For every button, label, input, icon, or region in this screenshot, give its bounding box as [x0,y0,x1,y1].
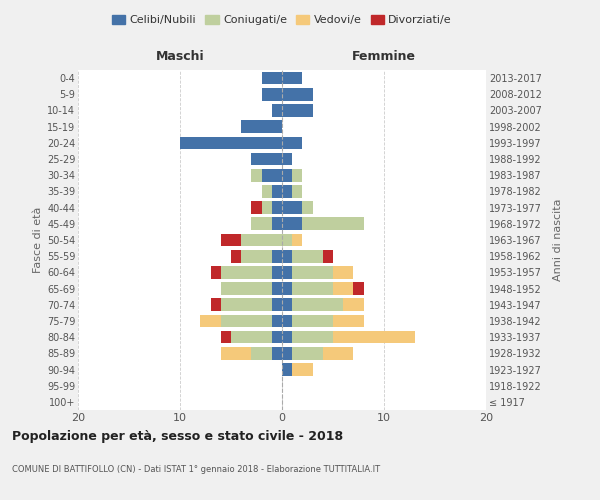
Bar [282,169,292,181]
Legend: Celibi/Nubili, Coniugati/e, Vedovi/e, Divorziati/e: Celibi/Nubili, Coniugati/e, Vedovi/e, Di… [107,10,457,30]
Bar [221,331,231,344]
Bar [282,72,302,85]
Y-axis label: Fasce di età: Fasce di età [32,207,43,273]
Bar [292,314,333,328]
Bar [282,282,292,295]
Bar [292,169,302,181]
Bar [302,218,364,230]
Bar [251,218,272,230]
Bar [282,218,302,230]
Bar [251,347,272,360]
Bar [323,347,353,360]
Bar [221,298,272,311]
Bar [180,136,282,149]
Bar [282,136,302,149]
Bar [282,250,292,262]
Bar [211,298,221,311]
Bar [272,218,282,230]
Bar [200,314,221,328]
Bar [282,266,292,278]
Bar [262,185,272,198]
Bar [292,282,333,295]
Bar [292,250,323,262]
Bar [221,347,251,360]
Bar [282,104,313,117]
Bar [353,282,364,295]
Bar [272,266,282,278]
Bar [272,202,282,214]
Bar [262,72,282,85]
Bar [272,314,282,328]
Bar [282,331,292,344]
Bar [231,331,272,344]
Bar [231,250,241,262]
Bar [221,314,272,328]
Bar [251,169,262,181]
Bar [282,363,292,376]
Bar [292,298,343,311]
Bar [272,185,282,198]
Bar [221,282,272,295]
Bar [272,104,282,117]
Bar [211,266,221,278]
Bar [292,185,302,198]
Bar [292,347,323,360]
Bar [262,202,272,214]
Bar [221,266,272,278]
Bar [292,234,302,246]
Bar [262,169,282,181]
Bar [272,250,282,262]
Bar [323,250,333,262]
Bar [282,314,292,328]
Bar [292,331,333,344]
Bar [272,298,282,311]
Bar [333,331,415,344]
Text: Popolazione per età, sesso e stato civile - 2018: Popolazione per età, sesso e stato civil… [12,430,343,443]
Y-axis label: Anni di nascita: Anni di nascita [553,198,563,281]
Bar [241,250,272,262]
Bar [272,347,282,360]
Bar [282,347,292,360]
Bar [333,266,353,278]
Bar [251,152,282,166]
Text: COMUNE DI BATTIFOLLO (CN) - Dati ISTAT 1° gennaio 2018 - Elaborazione TUTTITALIA: COMUNE DI BATTIFOLLO (CN) - Dati ISTAT 1… [12,465,380,474]
Bar [282,298,292,311]
Bar [282,202,302,214]
Bar [282,152,292,166]
Bar [221,234,241,246]
Bar [292,363,313,376]
Text: Femmine: Femmine [352,50,416,62]
Bar [272,331,282,344]
Bar [282,234,292,246]
Bar [333,282,353,295]
Bar [333,314,364,328]
Text: Maschi: Maschi [155,50,205,62]
Bar [282,88,313,101]
Bar [272,282,282,295]
Bar [292,266,333,278]
Bar [282,185,292,198]
Bar [343,298,364,311]
Bar [251,202,262,214]
Bar [241,120,282,133]
Bar [302,202,313,214]
Bar [241,234,282,246]
Bar [262,88,282,101]
